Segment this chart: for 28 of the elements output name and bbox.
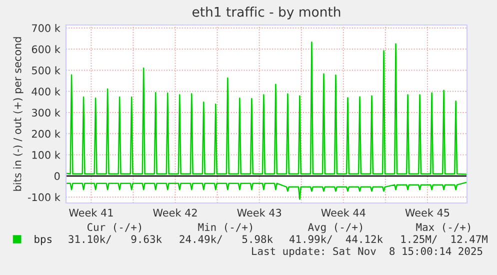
text: Cur (-/+) [87,223,142,232]
x-tick-label: Week 45 [405,208,450,217]
x-tick-label: Week 41 [69,208,113,217]
text: Min (-/+) [198,222,252,232]
y-tick-label: 100 k [32,150,60,159]
y-axis-title: bits in (-) / out (+) per second [13,37,24,191]
y-tick-label: 200 k [32,130,60,138]
y-tick-label: 700 k [32,24,60,32]
y-tick-label: 500 k [32,66,60,74]
x-tick-label: Week 42 [153,208,197,217]
y-tick-label: 600 k [32,45,60,54]
line-series [66,182,467,200]
text: 1.25M/ 12.47M [401,235,488,244]
text: Avg (-/+) [308,222,362,234]
text: Max (-/+) [416,223,470,232]
text: 24.49k/ 5.98k [180,234,273,244]
x-tick-label: Week 43 [237,208,282,217]
text: 31.10k/ 9.63k [68,234,162,244]
text: 41.99k/ 44.12k [289,234,383,244]
y-tick-label: 400 k [32,87,60,96]
chart-title: eth1 traffic - by month [192,6,340,20]
y-tick-label: 300 k [32,108,60,117]
x-tick-label: Week 44 [321,208,366,217]
line-series [66,42,467,175]
y-tick-label: 0 [54,172,60,180]
y-tick-label: -100 k [28,193,60,202]
legend-label: bps [34,234,52,246]
text: Last update: Sat Nov 8 15:00:14 2025 [252,246,482,258]
